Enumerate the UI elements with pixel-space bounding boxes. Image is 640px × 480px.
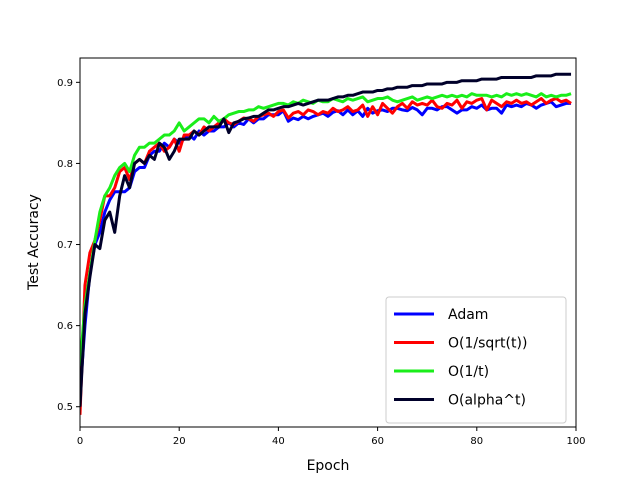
y-tick-label: 0.6 [57,321,73,332]
y-tick-label: 0.7 [57,240,73,251]
legend-box [385,296,567,424]
x-tick-label: 60 [371,436,384,447]
series-line-2 [80,92,572,367]
series-line-1 [80,97,572,415]
series-line-3 [80,72,572,407]
legend-label: O(alpha^t) [448,393,526,409]
legend-label: O(1/t) [448,364,489,380]
y-tick-label: 0.9 [57,78,73,89]
x-tick-label: 80 [470,436,483,447]
y-axis-label: Test Accuracy [26,194,42,291]
x-tick-label: 40 [272,436,285,447]
y-tick-label: 0.8 [57,159,73,170]
y-axis-ticks: 0.5 0.6 0.7 0.8 0.9 [57,78,80,413]
plot-area [79,57,577,428]
x-tick-label: 0 [77,436,83,447]
plot-frame [79,57,577,428]
x-axis-ticks: 0 20 40 60 80 100 [77,427,586,447]
legend-label: O(1/sqrt(t)) [448,336,527,352]
y-tick-label: 0.5 [57,402,73,413]
legend-label: Adam [448,307,488,323]
legend: Adam O(1/sqrt(t)) O(1/t) O(alpha^t) [385,296,567,424]
x-axis-label: Epoch [307,458,350,474]
series-layer [80,72,572,415]
x-tick-label: 100 [566,436,585,447]
x-tick-label: 20 [173,436,186,447]
